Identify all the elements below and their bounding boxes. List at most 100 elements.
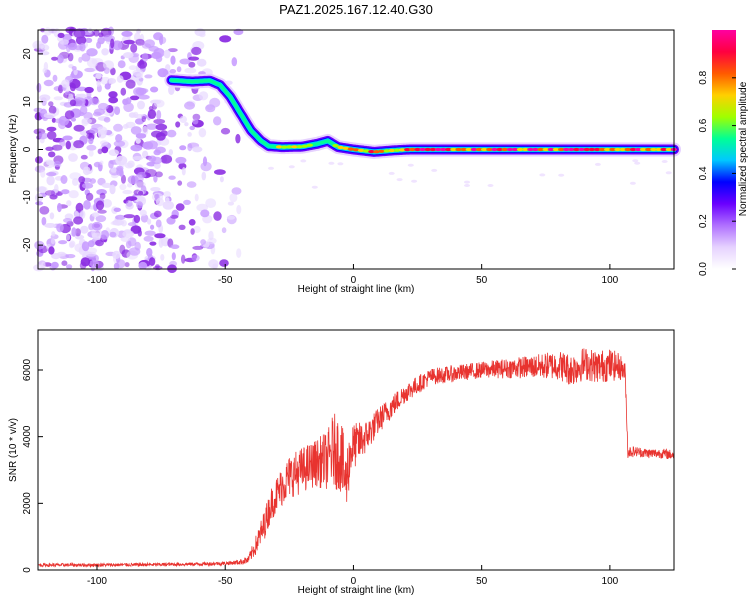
spectrogram-noise-cell	[168, 85, 175, 95]
spectrogram-ridge-peak	[522, 147, 529, 152]
spectrogram-noise-cell	[127, 183, 133, 188]
spectrogram-ridge-peak	[593, 147, 601, 152]
spectrogram-noise-cell	[93, 29, 100, 37]
spectrogram-noise-cell	[169, 69, 177, 74]
spectrogram-ridge-peak	[275, 145, 283, 149]
spectrogram-noise-cell	[192, 118, 199, 125]
spectrogram-noise-cell	[46, 175, 55, 186]
spectrogram-noise-cell	[214, 169, 226, 175]
spectrogram-noise-cell	[44, 223, 57, 228]
spectrogram-ridge-peak	[470, 147, 478, 152]
spectrogram-noise-cell	[79, 210, 86, 219]
spectrogram-ridge-peak	[491, 147, 498, 152]
spectrogram-noise-cell	[91, 221, 103, 231]
spectrogram-noise-cell	[431, 168, 438, 172]
spectrogram-noise-cell	[98, 32, 104, 38]
spectrogram-noise-cell	[407, 163, 414, 167]
spectrogram-noise-cell	[136, 73, 143, 79]
colorbar-tick-label: 0.2	[698, 214, 709, 228]
colorbar-tick-label: 0.0	[698, 262, 709, 276]
spectrogram-ridge-peak	[429, 147, 437, 152]
spectrogram-noise-cell	[61, 79, 70, 88]
spectrogram-noise-cell	[183, 199, 191, 205]
spectrogram-ridge-peak	[660, 147, 667, 152]
spectrogram-ridge-peak	[527, 147, 534, 152]
spectrogram-noise-cell	[150, 86, 159, 93]
spectrogram-noise-cell	[91, 212, 100, 217]
spectrogram-noise-cell	[61, 260, 68, 267]
spectrogram-ridge-peak	[537, 147, 544, 152]
snr-x-tick-label: 0	[351, 576, 357, 587]
spectrogram-noise-cell	[66, 200, 72, 207]
spectrogram-ridge-peak	[501, 147, 508, 152]
spectrogram-noise-cell	[168, 175, 176, 180]
spectrogram-ridge-peak	[306, 143, 313, 147]
spectrogram-noise-cell	[181, 167, 186, 176]
spectrogram-noise-cell	[175, 121, 181, 128]
spectrogram-ridge-band	[166, 75, 679, 157]
spectrogram-noise-cell	[35, 201, 44, 206]
spectrogram-noise-cell	[115, 134, 123, 143]
spectrogram-noise-cell	[205, 198, 217, 209]
spectrogram-noise-cell	[73, 97, 86, 107]
spectrogram-noise-cell	[191, 254, 200, 262]
figure-title: PAZ1.2025.167.12.40.G30	[279, 2, 433, 17]
spectrogram-ridge-peak	[373, 150, 380, 154]
spectrogram-noise-cell	[69, 99, 77, 107]
spectrogram-noise-cell	[84, 67, 96, 73]
spectrogram-noise-cell	[96, 80, 101, 87]
spectrogram-noise-cell	[137, 100, 145, 110]
spectrogram-noise-cell	[170, 244, 180, 249]
spectrogram-noise-cell	[71, 227, 77, 237]
spectrogram-noise-cell	[177, 180, 183, 186]
snr-x-axis-label: Height of straight line (km)	[298, 585, 415, 596]
spectrogram-noise-cell	[227, 201, 234, 206]
spectrogram-noise-cell	[136, 28, 142, 34]
spectrogram-noise-cell	[236, 204, 242, 215]
colorbar-tick-label: 0.8	[698, 70, 709, 84]
spectrogram-noise-cell	[68, 42, 78, 51]
spectrogram-noise-cell	[141, 115, 146, 123]
spectrogram-noise-cell	[163, 191, 171, 198]
spectrogram-noise-cell	[71, 117, 76, 122]
spectrogram-noise-cell	[60, 175, 68, 184]
snr-x-tick-label: -50	[218, 576, 233, 587]
spectrogram-noise-cell	[51, 56, 58, 61]
spectrogram-noise-cell	[150, 187, 161, 192]
spectrogram-noise-cell	[134, 118, 144, 125]
spectrogram-noise-cell	[57, 32, 65, 39]
spectrogram-ridge-peak	[347, 147, 355, 151]
spectrogram-noise-cell	[188, 61, 196, 68]
spectrogram-noise-cell	[145, 123, 158, 130]
spectrogram-noise-cell	[179, 115, 187, 123]
spectrogram-x-tick-label: -50	[218, 275, 233, 286]
spectrogram-noise-cell	[140, 214, 149, 223]
spectrogram-noise-cell	[178, 224, 186, 230]
spectrogram-noise-cell	[73, 28, 86, 39]
spectrogram-noise-cell	[396, 178, 403, 182]
spectrogram-noise-cell	[125, 240, 132, 249]
spectrogram-noise-cell	[110, 38, 115, 49]
spectrogram-noise-cell	[110, 221, 120, 226]
spectrogram-noise-cell	[43, 159, 55, 169]
spectrogram-ridge-peak	[634, 147, 642, 152]
spectrogram-x-tick-label: 0	[351, 275, 357, 286]
spectrogram-noise-cell	[163, 49, 171, 59]
spectrogram-noise-cell	[198, 128, 207, 138]
spectrogram-noise-cell	[192, 245, 204, 250]
spectrogram-noise-cell	[166, 129, 177, 138]
spectrogram-y-tick-label: 10	[22, 96, 33, 108]
spectrogram-noise-cell	[48, 101, 54, 107]
spectrogram-noise-cell	[123, 52, 134, 59]
spectrogram-noise-cell	[125, 200, 133, 207]
spectrogram-noise-cell	[113, 140, 126, 147]
spectrogram-noise-cell	[170, 55, 176, 65]
spectrogram-noise-cell	[231, 187, 242, 195]
spectrogram-noise-cell	[113, 262, 120, 270]
snr-y-axis-label: SNR (10 * v/v)	[8, 418, 19, 482]
spectrogram-noise-cell	[69, 82, 76, 92]
spectrogram-noise-cell	[139, 209, 147, 217]
spectrogram-noise-cell	[88, 150, 94, 157]
snr-y-ticks: 0 2000 4000 6000	[22, 358, 43, 573]
